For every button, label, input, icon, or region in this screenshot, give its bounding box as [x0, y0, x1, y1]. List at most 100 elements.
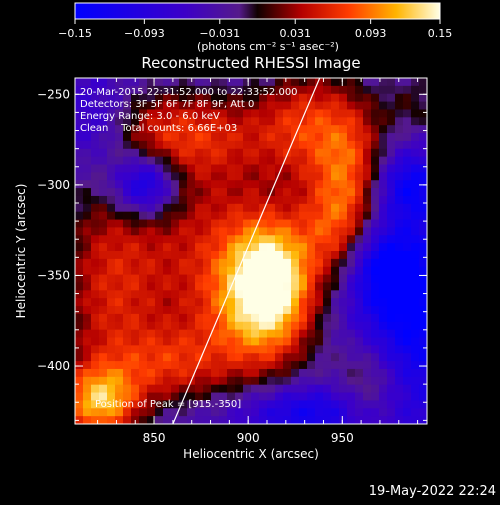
heatmap-cell: [75, 133, 84, 142]
heatmap-cell: [195, 329, 204, 339]
heatmap-cell: [323, 416, 332, 424]
heatmap-cell: [179, 78, 188, 87]
heatmap-cell: [315, 125, 324, 134]
heatmap-cell: [299, 117, 308, 126]
heatmap-cell: [283, 180, 292, 189]
heatmap-cell: [91, 251, 100, 260]
heatmap-cell: [219, 329, 228, 339]
heatmap-cell: [131, 329, 140, 339]
colorbar-tick-label: −0.15: [58, 27, 92, 40]
heatmap-cell: [83, 298, 92, 307]
heatmap-cell: [379, 243, 388, 252]
heatmap-cell: [387, 274, 396, 284]
heatmap-cell: [123, 376, 132, 386]
heatmap-cell: [243, 101, 252, 111]
heatmap-cell: [131, 78, 140, 87]
heatmap-cell: [315, 353, 324, 362]
heatmap-cell: [187, 133, 196, 142]
heatmap-cell: [411, 258, 420, 268]
heatmap-cell: [219, 353, 228, 362]
heatmap-cell: [147, 172, 156, 181]
heatmap-cell: [299, 133, 308, 142]
heatmap-cell: [339, 274, 348, 284]
heatmap-cell: [395, 195, 404, 205]
heatmap-cell: [123, 117, 132, 126]
heatmap-cell: [403, 251, 412, 260]
heatmap-cell: [147, 266, 156, 276]
heatmap-cell: [275, 203, 284, 213]
heatmap-cell: [315, 416, 324, 424]
heatmap-cell: [307, 180, 316, 189]
heatmap-cell: [227, 164, 236, 173]
heatmap-cell: [219, 384, 228, 394]
heatmap-cell: [291, 337, 300, 346]
heatmap-cell: [411, 361, 420, 370]
heatmap-cell: [355, 392, 364, 402]
heatmap-cell: [227, 133, 236, 142]
heatmap-cell: [267, 321, 276, 331]
heatmap-cell: [163, 416, 172, 424]
heatmap-cell: [195, 376, 204, 386]
heatmap-cell: [379, 313, 388, 323]
heatmap-cell: [331, 219, 340, 229]
heatmap-cell: [331, 251, 340, 260]
heatmap-cell: [283, 133, 292, 142]
heatmap-cell: [179, 93, 188, 103]
heatmap-cell: [379, 117, 388, 126]
heatmap-cell: [179, 345, 188, 354]
heatmap-cell: [411, 313, 420, 323]
heatmap-cell: [355, 258, 364, 268]
heatmap-cell: [163, 408, 172, 417]
heatmap-cell: [235, 384, 244, 394]
heatmap-cell: [419, 306, 427, 315]
heatmap-cell: [115, 180, 124, 189]
heatmap-cell: [283, 306, 292, 315]
heatmap-cell: [299, 321, 308, 331]
heatmap-cell: [347, 188, 356, 197]
heatmap-cell: [355, 188, 364, 197]
heatmap-cell: [275, 274, 284, 284]
heatmap-cell: [323, 180, 332, 189]
heatmap-cell: [99, 306, 108, 315]
heatmap-cell: [411, 203, 420, 213]
heatmap-cell: [363, 376, 372, 386]
heatmap-cell: [363, 117, 372, 126]
heatmap-cell: [187, 313, 196, 323]
heatmap-cell: [347, 235, 356, 244]
heatmap-cell: [355, 172, 364, 181]
heatmap-cell: [107, 93, 116, 103]
heatmap-cell: [139, 148, 148, 158]
heatmap-cell: [179, 148, 188, 158]
heatmap-cell: [107, 258, 116, 268]
heatmap-cell: [339, 211, 348, 221]
heatmap-cell: [195, 227, 204, 236]
heatmap-cell: [139, 227, 148, 236]
heatmap-cell: [123, 243, 132, 252]
heatmap-cell: [275, 282, 284, 291]
heatmap-cell: [91, 235, 100, 244]
heatmap-cell: [363, 125, 372, 134]
heatmap-cell: [363, 243, 372, 252]
heatmap-cell: [179, 195, 188, 205]
heatmap-cell: [267, 368, 276, 378]
heatmap-cell: [219, 306, 228, 315]
heatmap-cell: [267, 306, 276, 315]
heatmap-cell: [267, 195, 276, 205]
heatmap-cell: [243, 164, 252, 173]
heatmap-cell: [219, 337, 228, 346]
heatmap-cell: [387, 345, 396, 354]
heatmap-cell: [339, 109, 348, 118]
heatmap-cell: [403, 117, 412, 126]
heatmap-cell: [291, 298, 300, 307]
heatmap-cell: [323, 125, 332, 134]
heatmap-cell: [99, 243, 108, 252]
heatmap-cell: [211, 140, 220, 150]
heatmap-cell: [211, 400, 220, 409]
heatmap-cell: [155, 156, 164, 166]
heatmap-cell: [371, 78, 380, 87]
heatmap-cell: [211, 235, 220, 244]
heatmap-cell: [267, 109, 276, 118]
heatmap-cell: [403, 313, 412, 323]
heatmap-cell: [259, 408, 268, 417]
heatmap-cell: [411, 329, 420, 339]
